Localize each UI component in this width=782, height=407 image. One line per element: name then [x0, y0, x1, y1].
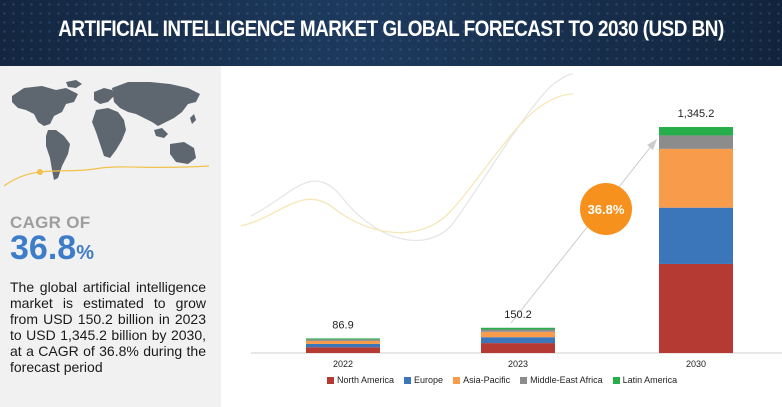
growth-arrow-line [510, 143, 654, 324]
bar-segment-2023-north-america [481, 343, 555, 353]
growth-arrow-head [647, 139, 657, 150]
data-label-2023: 150.2 [504, 309, 532, 321]
summary-panel: CAGR OF 36.8% The global artificial inte… [0, 66, 221, 407]
legend-swatch [453, 376, 461, 384]
cagr-label: CAGR OF [10, 213, 91, 232]
data-label-2022: 86.9 [332, 319, 353, 331]
decorative-swoosh [240, 73, 574, 242]
bar-segment-2023-middle-east-africa [481, 329, 555, 332]
bar-segment-2022-asia-pacific [306, 340, 380, 344]
bar-segment-2022-north-america [306, 347, 380, 353]
header-banner: ARTIFICIAL INTELLIGENCE MARKET GLOBAL FO… [0, 0, 782, 66]
legend-item-middle-east-africa: Middle-East Africa [520, 375, 603, 385]
cagr-number: 36.8 [10, 229, 77, 267]
legend-swatch [520, 376, 528, 384]
legend-item-asia-pacific: Asia-Pacific [453, 375, 510, 385]
legend-label: North America [337, 375, 395, 385]
bar-segment-2023-europe [481, 337, 555, 344]
bar-segment-2023-asia-pacific [481, 331, 555, 338]
legend-label: Asia-Pacific [463, 375, 511, 385]
stacked-bar-chart: 86.9 2022 150.2 2023 1,345.2 2030 [240, 73, 782, 369]
bar-segment-2022-middle-east-africa [306, 339, 380, 341]
cagr-bubble: 36.8% [580, 183, 632, 235]
labels-group: 86.9 2022 150.2 2023 1,345.2 2030 [332, 108, 714, 369]
market-description: The global artificial intelligence marke… [10, 279, 206, 375]
bar-segment-2022-europe [306, 343, 380, 348]
legend-item-europe: Europe [404, 375, 443, 385]
bar-segment-2030-latin-america [659, 127, 733, 136]
bar-segment-2023-latin-america [481, 327, 555, 330]
bar-segment-2030-middle-east-africa [659, 135, 733, 149]
bar-segment-2022-latin-america [306, 338, 380, 340]
legend-label: Latin America [622, 375, 678, 385]
legend-item-latin-america: Latin America [612, 375, 678, 385]
x-tick-label-2022: 2022 [333, 359, 353, 369]
banner-dot-pattern [0, 0, 782, 66]
legend-label: Middle-East Africa [530, 375, 603, 385]
data-label-2030: 1,345.2 [678, 108, 715, 120]
bar-segment-2030-asia-pacific [659, 148, 733, 208]
cagr-percent-sign: % [76, 242, 94, 264]
legend-swatch [404, 376, 412, 384]
legend-item-north-america: North America [327, 375, 394, 385]
bars-group [306, 127, 733, 353]
x-tick-label-2023: 2023 [508, 359, 528, 369]
world-map-icon [4, 80, 209, 187]
bar-segment-2030-north-america [659, 263, 733, 353]
legend-label: Europe [414, 375, 444, 385]
page-title: ARTIFICIAL INTELLIGENCE MARKET GLOBAL FO… [58, 16, 724, 41]
cagr-value: 36.8% [10, 229, 94, 268]
bar-segment-2030-europe [659, 207, 733, 264]
chart-legend: North America Europe Asia-Pacific Middle-Ea… [327, 375, 677, 385]
x-tick-label-2030: 2030 [686, 359, 706, 369]
legend-swatch [327, 376, 334, 384]
legend-swatch [612, 376, 620, 384]
